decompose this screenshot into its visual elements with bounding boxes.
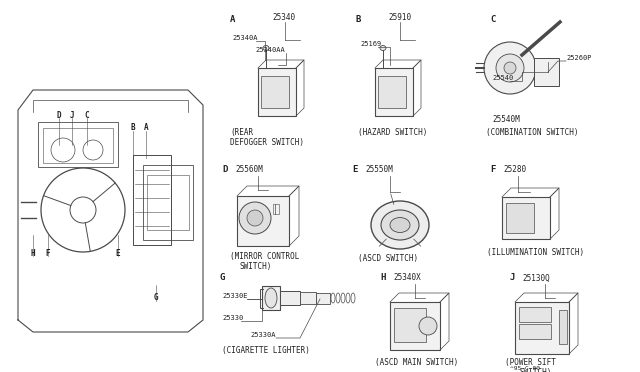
Text: C: C: [84, 110, 90, 119]
Ellipse shape: [265, 288, 277, 308]
Text: 25340AA: 25340AA: [255, 47, 285, 53]
Bar: [280, 291, 300, 305]
Text: C: C: [490, 16, 495, 25]
Text: (POWER SIFT: (POWER SIFT: [505, 357, 556, 366]
Text: 25130Q: 25130Q: [522, 273, 550, 282]
Circle shape: [239, 202, 271, 234]
Text: H: H: [31, 248, 35, 257]
Text: J: J: [70, 110, 74, 119]
Text: 25169: 25169: [360, 41, 381, 47]
Ellipse shape: [371, 201, 429, 249]
Text: DEFOGGER SWITCH): DEFOGGER SWITCH): [230, 138, 304, 147]
Text: (COMBINATION SWITCH): (COMBINATION SWITCH): [486, 128, 579, 137]
Text: 25910: 25910: [388, 13, 411, 22]
Text: 25330E: 25330E: [222, 293, 248, 299]
Text: A: A: [144, 124, 148, 132]
Bar: [261, 76, 289, 108]
Text: 25340X: 25340X: [393, 273, 420, 282]
Circle shape: [504, 62, 516, 74]
Text: SWITCH): SWITCH): [520, 368, 552, 372]
Bar: [316, 293, 330, 304]
Text: G: G: [154, 294, 158, 302]
Text: 25340A: 25340A: [232, 35, 257, 41]
Bar: [394, 308, 426, 342]
Circle shape: [419, 317, 437, 335]
Text: D: D: [57, 110, 61, 119]
Text: 25260P: 25260P: [566, 55, 591, 61]
Bar: [262, 286, 280, 310]
Ellipse shape: [390, 218, 410, 232]
Text: SWITCH): SWITCH): [240, 263, 273, 272]
Text: ^95 C 00: ^95 C 00: [510, 366, 540, 371]
Bar: [43, 128, 113, 163]
Bar: [273, 204, 279, 214]
Ellipse shape: [380, 45, 386, 51]
Text: D: D: [222, 166, 227, 174]
Bar: [502, 197, 550, 239]
Text: 25280: 25280: [503, 166, 526, 174]
Bar: [519, 307, 551, 322]
Text: (HAZARD SWITCH): (HAZARD SWITCH): [358, 128, 428, 138]
Circle shape: [484, 42, 536, 94]
Text: H: H: [380, 273, 385, 282]
Text: (ILLUMINATION SWITCH): (ILLUMINATION SWITCH): [487, 247, 584, 257]
Bar: [237, 196, 289, 246]
Bar: [143, 165, 193, 240]
Bar: [559, 310, 567, 344]
Text: 25330A: 25330A: [250, 332, 275, 338]
Text: A: A: [230, 16, 236, 25]
Text: 25560M: 25560M: [235, 166, 263, 174]
Text: B: B: [355, 16, 360, 25]
Text: 25340: 25340: [272, 13, 295, 22]
Bar: [258, 68, 296, 116]
Text: (MIRROR CONTROL: (MIRROR CONTROL: [230, 253, 300, 262]
Bar: [38, 122, 118, 167]
Ellipse shape: [381, 210, 419, 240]
Text: B: B: [131, 124, 135, 132]
Text: (ASCD SWITCH): (ASCD SWITCH): [358, 253, 418, 263]
Bar: [534, 58, 559, 86]
Text: E: E: [352, 166, 357, 174]
Text: (CIGARETTE LIGHTER): (CIGARETTE LIGHTER): [222, 346, 310, 355]
Text: E: E: [116, 248, 120, 257]
Bar: [147, 175, 189, 230]
Bar: [300, 292, 316, 304]
Text: (ASCD MAIN SWITCH): (ASCD MAIN SWITCH): [375, 357, 458, 366]
Bar: [519, 324, 551, 339]
Bar: [375, 68, 413, 116]
Text: 25550M: 25550M: [365, 166, 393, 174]
Ellipse shape: [263, 45, 269, 51]
Text: 25540: 25540: [492, 75, 513, 81]
Bar: [506, 203, 534, 233]
Bar: [390, 302, 440, 350]
Text: F: F: [490, 166, 495, 174]
Bar: [378, 76, 406, 108]
Text: 25330: 25330: [222, 315, 243, 321]
Circle shape: [247, 210, 263, 226]
Text: (REAR: (REAR: [230, 128, 253, 138]
Text: G: G: [220, 273, 225, 282]
Circle shape: [496, 54, 524, 82]
Text: 25540M: 25540M: [492, 115, 520, 125]
Bar: [133, 155, 171, 245]
Bar: [515, 302, 569, 354]
Text: F: F: [45, 248, 51, 257]
Text: J: J: [510, 273, 515, 282]
